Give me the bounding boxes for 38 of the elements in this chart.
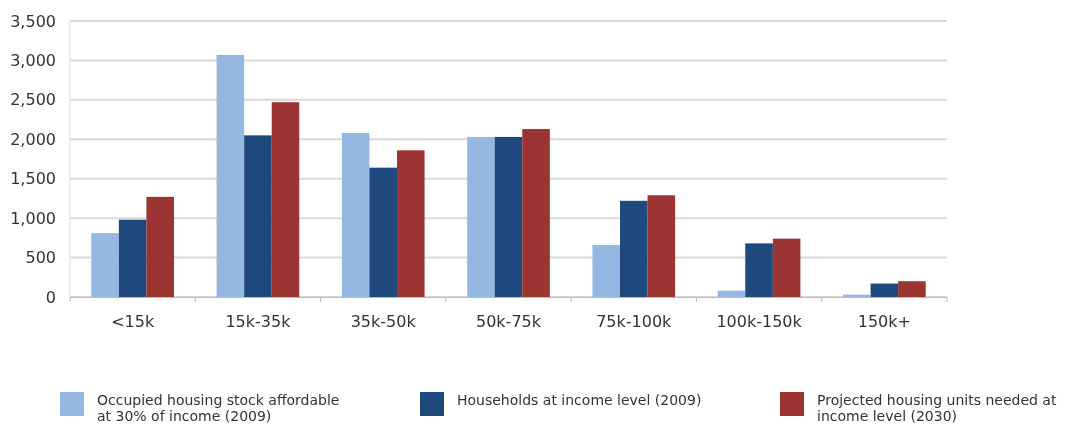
y-tick-label: 1,500 bbox=[10, 169, 56, 189]
bar bbox=[870, 283, 899, 297]
bar bbox=[467, 136, 495, 297]
legend-label: Projected housing units needed at income level (2030) bbox=[817, 392, 1057, 424]
bar bbox=[146, 196, 174, 297]
x-tick-label: 50k-75k bbox=[475, 312, 542, 331]
x-tick-label: 150k+ bbox=[857, 312, 911, 331]
bar bbox=[745, 243, 773, 297]
x-tick-label: 75k-100k bbox=[596, 312, 673, 331]
bar bbox=[522, 129, 550, 297]
x-tick-label: 15k-35k bbox=[225, 312, 292, 331]
bar bbox=[118, 219, 147, 297]
bar bbox=[271, 102, 300, 297]
bar bbox=[216, 54, 245, 297]
bar bbox=[494, 136, 523, 297]
legend-label: Occupied housing stock affordable at 30% of income (2009) bbox=[97, 392, 340, 424]
bar bbox=[244, 135, 272, 297]
bar bbox=[898, 281, 926, 297]
bar bbox=[397, 150, 425, 297]
y-tick-label: 3,000 bbox=[10, 51, 56, 71]
legend-label: Households at income level (2009) bbox=[457, 392, 702, 408]
bar bbox=[647, 195, 676, 297]
bar bbox=[772, 238, 801, 297]
bar bbox=[717, 290, 746, 297]
y-tick-label: 500 bbox=[25, 248, 56, 268]
y-tick-label: 3,500 bbox=[10, 11, 56, 31]
bar bbox=[369, 167, 397, 297]
y-tick-label: 0 bbox=[45, 287, 56, 307]
x-tick-label: <15k bbox=[111, 312, 155, 331]
bar bbox=[341, 132, 370, 297]
x-tick-label: 100k-150k bbox=[716, 312, 803, 331]
bar bbox=[620, 200, 648, 297]
bar bbox=[592, 244, 620, 297]
x-tick-label: 35k-50k bbox=[350, 312, 417, 331]
bar bbox=[91, 233, 119, 297]
y-tick-label: 1,000 bbox=[10, 208, 56, 228]
y-tick-label: 2,500 bbox=[10, 90, 56, 110]
y-tick-label: 2,000 bbox=[10, 129, 56, 149]
